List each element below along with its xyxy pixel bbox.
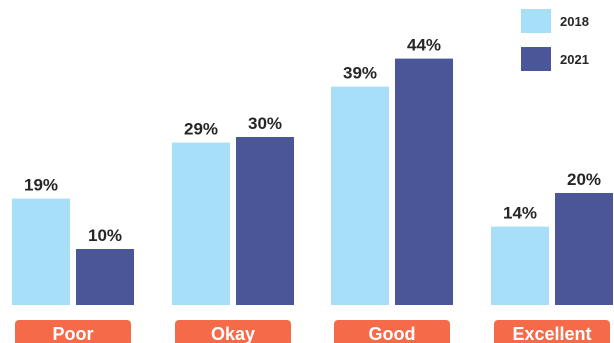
bar-excellent-2018 [491, 226, 549, 305]
legend-swatch-2018 [521, 9, 551, 33]
category-pill-poor [15, 320, 131, 343]
value-label-poor-2018: 19% [24, 176, 58, 195]
category-pill-excellent [494, 320, 610, 343]
category-label-okay: Okay [211, 324, 255, 343]
category-label-good: Good [369, 324, 416, 343]
value-label-good-2021: 44% [407, 36, 441, 55]
legend-swatch-2021 [521, 47, 551, 71]
value-label-poor-2021: 10% [88, 226, 122, 245]
category-labels-group: Poor Okay Good Excellent [15, 320, 610, 343]
category-pill-good [334, 320, 450, 343]
value-labels-group: 19% 10% 29% 30% 39% 44% 14% 20% [24, 36, 601, 245]
bar-okay-2021 [236, 137, 294, 305]
value-label-okay-2021: 30% [248, 114, 282, 133]
legend-label-2021: 2021 [560, 52, 589, 67]
bar-okay-2018 [172, 142, 230, 305]
bar-good-2018 [331, 86, 389, 305]
value-label-good-2018: 39% [343, 64, 377, 83]
legend-label-2018: 2018 [560, 14, 589, 29]
category-label-excellent: Excellent [512, 324, 591, 343]
value-label-okay-2018: 29% [184, 120, 218, 139]
bar-poor-2018 [12, 198, 70, 305]
bar-poor-2021 [76, 249, 134, 305]
bar-excellent-2021 [555, 193, 613, 305]
value-label-excellent-2018: 14% [503, 204, 537, 223]
bar-good-2021 [395, 58, 453, 305]
category-pill-okay [175, 320, 291, 343]
bars-group [12, 58, 613, 305]
category-label-poor: Poor [52, 324, 93, 343]
legend: 2018 2021 [521, 9, 589, 71]
value-label-excellent-2021: 20% [567, 170, 601, 189]
